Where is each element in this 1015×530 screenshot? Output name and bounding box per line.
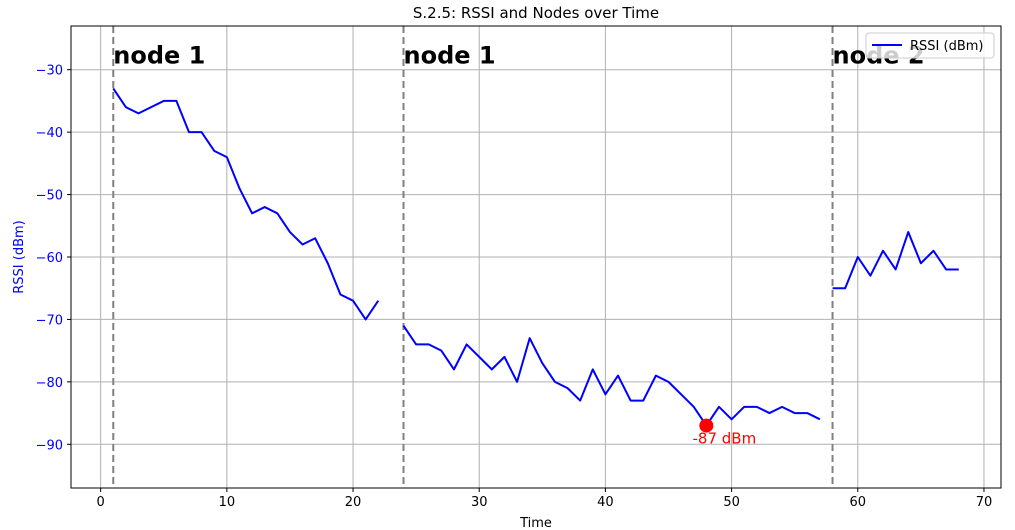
x-axis-label: Time bbox=[519, 516, 552, 530]
axis-ticks: 0 10 20 30 40 50 60 70 −90 −80 −70 −60 −50 −40 −30 bbox=[36, 64, 993, 510]
y-tick-label: −60 bbox=[36, 251, 63, 266]
x-tick-label: 50 bbox=[723, 495, 740, 510]
x-tick-label: 30 bbox=[471, 495, 488, 510]
x-tick-label: 0 bbox=[97, 495, 105, 510]
node-label: node 1 bbox=[404, 41, 496, 69]
legend: RSSI (dBm) bbox=[865, 32, 995, 59]
y-axis-label: RSSI (dBm) bbox=[12, 220, 27, 293]
min-rssi-marker bbox=[699, 418, 714, 433]
y-tick-label: −30 bbox=[36, 64, 63, 79]
y-tick-label: −50 bbox=[36, 189, 63, 204]
y-tick-label: −80 bbox=[36, 376, 63, 391]
y-tick-label: −70 bbox=[36, 313, 63, 328]
x-tick-label: 60 bbox=[850, 495, 867, 510]
chart-title: S.2.5: RSSI and Nodes over Time bbox=[413, 4, 659, 22]
rssi-line-segment bbox=[112, 87, 380, 321]
x-tick-label: 20 bbox=[345, 495, 362, 510]
x-tick-label: 70 bbox=[976, 495, 993, 510]
y-tick-label: −40 bbox=[36, 126, 63, 141]
x-tick-label: 40 bbox=[597, 495, 614, 510]
y-tick-label: −90 bbox=[36, 438, 63, 453]
series-layer bbox=[112, 87, 959, 427]
node-change-lines bbox=[112, 26, 834, 488]
grid bbox=[71, 26, 1001, 488]
min-marker-layer: -87 dBm bbox=[693, 418, 757, 448]
node-label: node 1 bbox=[113, 41, 205, 69]
legend-label: RSSI (dBm) bbox=[910, 39, 983, 54]
legend-box bbox=[865, 32, 995, 59]
min-rssi-label: -87 dBm bbox=[693, 430, 757, 448]
rssi-line-segment bbox=[832, 231, 959, 290]
x-tick-label: 10 bbox=[219, 495, 236, 510]
rssi-line-segment bbox=[402, 325, 821, 427]
